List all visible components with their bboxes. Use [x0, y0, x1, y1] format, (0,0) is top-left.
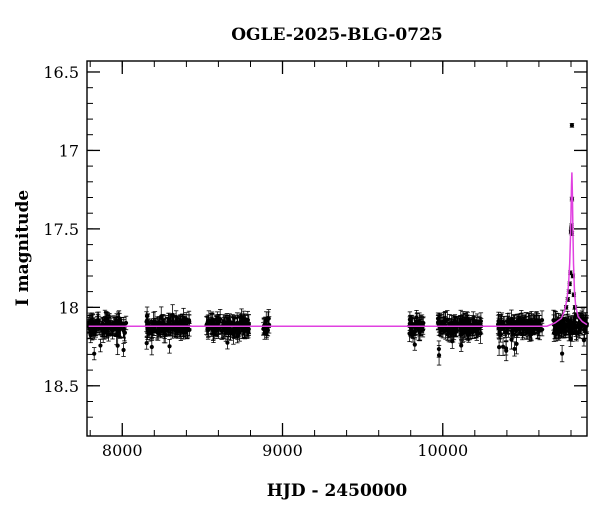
data-point [221, 317, 227, 331]
data-point [566, 320, 572, 338]
data-point [177, 314, 183, 334]
data-point [441, 312, 446, 331]
data-point [503, 340, 509, 362]
y-tick-label: 17.5 [43, 220, 79, 239]
data-point [410, 326, 416, 343]
data-point [500, 337, 506, 356]
data-point [149, 338, 155, 356]
data-point [145, 319, 150, 340]
minor-ticks [87, 61, 587, 436]
y-tick-labels: 16.5 17 17.5 18 18.5 [43, 63, 79, 396]
data-point [92, 347, 97, 361]
data-point [144, 336, 149, 350]
data-point [445, 310, 450, 329]
data-point [246, 314, 252, 335]
x-tick-labels: 8000 9000 10000 [102, 441, 468, 460]
data-point [559, 322, 564, 338]
data-point [98, 338, 103, 353]
data-point [90, 314, 96, 329]
data-point [569, 123, 575, 128]
chart-title: OGLE-2025-BLG-0725 [231, 25, 443, 45]
data-point [412, 338, 418, 351]
data-point [562, 317, 568, 334]
y-tick-label: 18.5 [43, 377, 79, 396]
data-point [436, 340, 442, 358]
x-tick-label: 8000 [102, 441, 143, 460]
data-point [496, 338, 502, 356]
x-axis-label: HJD - 2450000 [267, 481, 408, 501]
y-tick-label: 16.5 [43, 63, 79, 82]
data-point [474, 320, 479, 341]
model-curve [88, 172, 588, 327]
data-point [95, 313, 101, 332]
x-tick-label: 9000 [262, 441, 303, 460]
data-point [110, 320, 115, 340]
data-point [184, 321, 190, 340]
data-point [121, 319, 126, 339]
y-tick-label: 18 [59, 298, 79, 317]
y-tick-label: 17 [59, 141, 79, 160]
data-point [515, 319, 520, 339]
data-points [86, 123, 590, 366]
data-point [559, 345, 565, 363]
data-point [231, 325, 236, 338]
data-point [457, 315, 463, 333]
data-point [228, 315, 233, 333]
major-ticks [87, 61, 587, 436]
data-point [167, 339, 172, 354]
data-point [95, 311, 100, 330]
data-point [162, 318, 167, 331]
data-point [115, 336, 120, 356]
data-point [171, 313, 176, 334]
data-point [235, 314, 240, 334]
data-point [151, 322, 157, 336]
plot-frame [86, 60, 588, 437]
data-point [435, 315, 441, 331]
data-point [532, 316, 537, 331]
data-point [121, 343, 126, 357]
data-point [519, 310, 524, 331]
y-axis-label: I magnitude [13, 190, 33, 307]
data-point [447, 314, 452, 334]
x-tick-label: 10000 [417, 441, 468, 460]
data-point [581, 334, 587, 347]
data-point [414, 313, 420, 330]
